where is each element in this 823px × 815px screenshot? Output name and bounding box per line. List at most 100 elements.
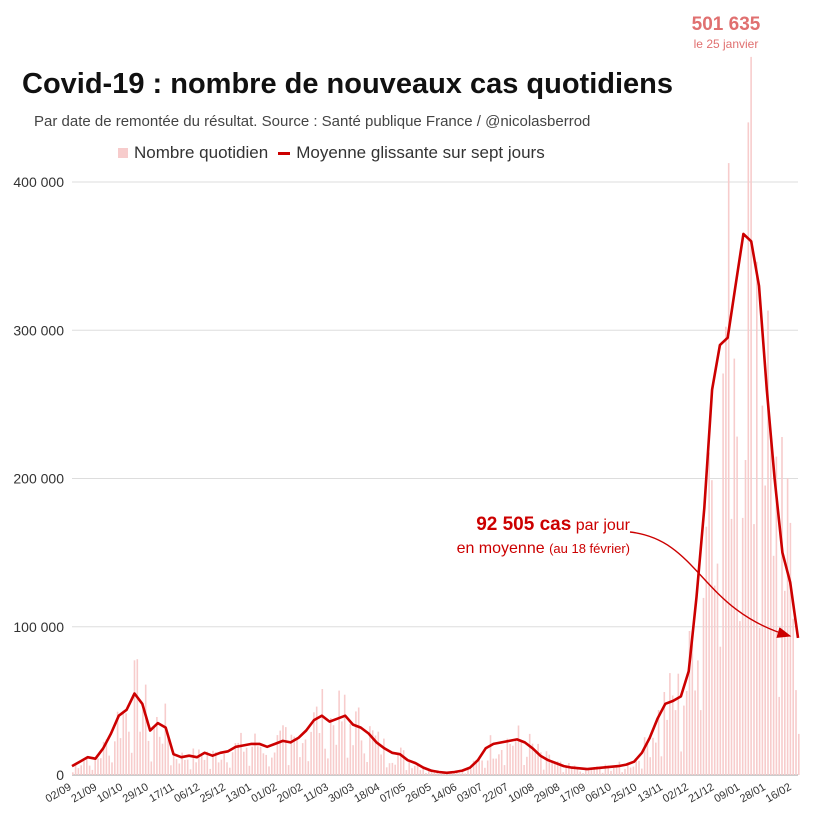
x-tick-label: 14/06: [429, 781, 459, 805]
daily-bar: [203, 759, 206, 775]
daily-bar: [585, 768, 587, 775]
daily-bar: [540, 752, 542, 775]
daily-bar: [534, 750, 537, 775]
x-tick-label: 13/11: [636, 781, 665, 805]
daily-bar: [273, 752, 276, 775]
daily-bar: [212, 750, 214, 775]
daily-bar: [425, 773, 427, 775]
daily-bar: [245, 747, 248, 775]
x-tick-label: 29/08: [532, 781, 562, 805]
daily-bar: [380, 754, 382, 775]
daily-bar: [683, 705, 685, 775]
daily-bar: [556, 761, 559, 775]
daily-bar: [77, 768, 80, 775]
annotation-value: 92 505 cas: [476, 514, 572, 535]
daily-bar: [265, 754, 267, 775]
daily-bar: [352, 745, 354, 775]
daily-bar: [484, 767, 486, 775]
daily-bar: [405, 770, 408, 775]
x-tick-label: 18/04: [352, 781, 382, 805]
x-tick-label: 21/12: [687, 781, 717, 805]
daily-bar: [657, 710, 660, 775]
daily-bar: [111, 762, 113, 775]
annotation-arrow: [629, 531, 792, 638]
daily-bar: [366, 762, 368, 775]
x-tick-label: 21/09: [69, 781, 99, 805]
daily-bar: [761, 405, 764, 775]
daily-bar: [607, 765, 609, 775]
daily-bar: [601, 772, 604, 775]
daily-bar: [195, 762, 197, 775]
daily-bar: [492, 758, 495, 775]
daily-bar: [514, 739, 517, 775]
daily-bar: [638, 760, 640, 775]
x-tick-label: 30/03: [327, 781, 357, 805]
daily-bar: [318, 733, 321, 775]
daily-bar: [523, 765, 525, 775]
daily-bar: [727, 163, 730, 776]
daily-bar: [613, 768, 615, 775]
daily-bar: [156, 717, 158, 775]
x-tick-label: 28/01: [738, 781, 768, 805]
daily-bar: [795, 690, 797, 775]
daily-bar: [142, 709, 144, 775]
daily-bar: [86, 758, 88, 775]
daily-bar: [175, 759, 178, 775]
daily-bar: [279, 730, 281, 775]
daily-bar: [472, 760, 475, 775]
daily-bar: [596, 766, 598, 775]
daily-bar: [456, 772, 458, 775]
daily-bar: [528, 733, 531, 775]
daily-bar: [646, 744, 649, 775]
daily-bar: [629, 767, 632, 775]
daily-bar: [590, 769, 593, 775]
daily-bar: [453, 772, 455, 775]
daily-bar: [220, 759, 223, 775]
x-tick-label: 17/11: [147, 781, 176, 805]
daily-bar: [414, 765, 416, 775]
daily-bar: [615, 766, 618, 775]
daily-bar: [172, 751, 175, 775]
legend-label-daily: Nombre quotidien: [134, 143, 269, 162]
daily-bar: [324, 748, 326, 775]
daily-bar: [702, 597, 705, 775]
daily-bar: [798, 733, 800, 775]
daily-bar: [512, 745, 514, 775]
daily-bar: [458, 773, 461, 775]
daily-bar: [781, 437, 783, 775]
daily-bar: [335, 744, 338, 775]
daily-bar: [200, 756, 203, 775]
daily-bar: [475, 759, 478, 775]
daily-bar: [545, 751, 548, 775]
daily-bar: [419, 770, 422, 775]
daily-bar: [753, 524, 755, 775]
daily-bar: [772, 555, 775, 775]
daily-bar: [215, 752, 217, 775]
daily-bar: [360, 740, 363, 775]
daily-bars: [72, 56, 800, 776]
daily-bar: [150, 761, 153, 775]
daily-bar: [489, 735, 492, 775]
daily-bar: [548, 754, 551, 775]
daily-bar: [268, 766, 270, 775]
daily-bar: [343, 694, 346, 775]
daily-bar: [234, 743, 237, 775]
daily-bar: [691, 638, 694, 775]
daily-bar: [719, 646, 722, 775]
daily-bar: [161, 743, 164, 775]
daily-bar: [764, 485, 766, 775]
daily-bar: [568, 763, 570, 775]
daily-bar: [125, 713, 127, 775]
daily-bar: [313, 712, 315, 775]
daily-bar: [276, 735, 279, 775]
x-tick-label: 07/05: [378, 781, 408, 805]
daily-bar: [231, 752, 234, 775]
daily-bar: [531, 743, 534, 775]
daily-bar: [296, 738, 298, 775]
daily-bar: [786, 478, 789, 775]
daily-bar: [97, 758, 99, 775]
daily-bar: [582, 773, 584, 775]
daily-bar: [116, 711, 119, 775]
daily-bar: [371, 730, 374, 775]
daily-bar: [237, 742, 239, 775]
